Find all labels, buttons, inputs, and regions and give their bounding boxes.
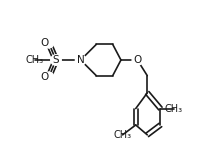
Text: CH₃: CH₃ [164,104,183,114]
Text: O: O [40,72,48,82]
Circle shape [51,55,61,65]
Text: O: O [40,38,48,48]
Text: N: N [77,55,84,65]
Circle shape [43,72,54,83]
Circle shape [43,37,54,48]
Text: CH₃: CH₃ [113,130,132,140]
Circle shape [75,55,86,65]
Text: S: S [53,55,59,65]
Text: CH₃: CH₃ [25,55,44,65]
Text: O: O [133,55,141,65]
Circle shape [132,55,143,65]
